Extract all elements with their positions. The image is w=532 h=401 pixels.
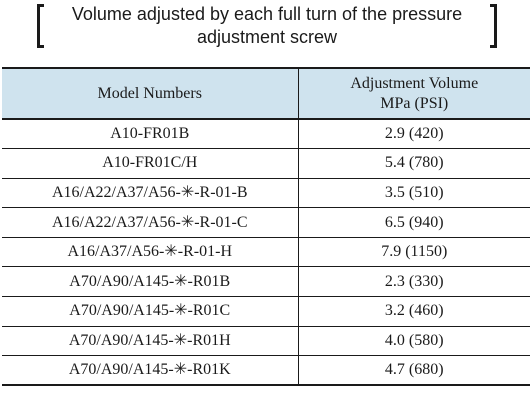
table-row: A16/A22/A37/A56-✳-R-01-C 6.5 (940) (2, 207, 530, 238)
model-header-label: Model Numbers (97, 84, 202, 102)
table-row: A16/A22/A37/A56-✳-R-01-B 3.5 (510) (2, 178, 530, 209)
column-header-model-numbers: Model Numbers (2, 67, 299, 120)
adjustment-volume-cell: 7.9 (1150) (298, 237, 530, 268)
adjustment-volume-cell: 4.7 (680) (298, 355, 530, 387)
table-body: A10-FR01B 2.9 (420) A10-FR01C/H 5.4 (780… (2, 119, 530, 387)
table-row: A70/A90/A145-✳-R01C 3.2 (460) (2, 296, 530, 327)
adjustment-volume-cell: 3.2 (460) (298, 296, 530, 327)
table-row: A10-FR01B 2.9 (420) (2, 119, 530, 150)
table-row: A10-FR01C/H 5.4 (780) (2, 148, 530, 179)
table-row: A70/A90/A145-✳-R01B 2.3 (330) (2, 266, 530, 298)
adjustment-volume-cell: 3.5 (510) (298, 178, 530, 209)
adjustment-volume-cell: 2.9 (420) (298, 119, 530, 150)
title-line-2: adjustment screw (196, 27, 338, 47)
model-number-cell: A70/A90/A145-✳-R01C (2, 296, 299, 327)
column-header-adjustment-volume: Adjustment Volume MPa (PSI) (298, 67, 530, 120)
table-row: A70/A90/A145-✳-R01H 4.0 (580) (2, 326, 530, 357)
volume-header-label: Adjustment Volume (350, 74, 479, 92)
model-number-cell: A10-FR01C/H (2, 148, 299, 179)
table-row: A70/A90/A145-✳-R01K 4.7 (680) (2, 355, 530, 387)
title-block: Volume adjusted by each full turn of the… (0, 0, 532, 60)
model-number-cell: A70/A90/A145-✳-R01H (2, 326, 299, 357)
model-number-cell: A10-FR01B (2, 119, 299, 150)
volume-header-unit: MPa (PSI) (380, 94, 449, 112)
adjustment-volume-cell: 5.4 (780) (298, 148, 530, 179)
table-row: A16/A37/A56-✳-R-01-H 7.9 (1150) (2, 237, 530, 268)
table-title: Volume adjusted by each full turn of the… (48, 3, 486, 49)
left-bracket (37, 4, 44, 48)
adjustment-volume-cell: 2.3 (330) (298, 266, 530, 298)
title-line-1: Volume adjusted by each full turn of the… (71, 4, 463, 24)
model-number-cell: A16/A37/A56-✳-R-01-H (2, 237, 299, 268)
model-number-cell: A70/A90/A145-✳-R01K (2, 355, 299, 387)
model-number-cell: A70/A90/A145-✳-R01B (2, 266, 299, 298)
adjustment-volume-cell: 4.0 (580) (298, 326, 530, 357)
model-number-cell: A16/A22/A37/A56-✳-R-01-C (2, 207, 299, 238)
adjustment-table-container: Model Numbers Adjustment Volume MPa (PSI… (2, 67, 530, 387)
table-header-row: Model Numbers Adjustment Volume MPa (PSI… (2, 67, 530, 120)
model-number-cell: A16/A22/A37/A56-✳-R-01-B (2, 178, 299, 209)
adjustment-volume-table: Model Numbers Adjustment Volume MPa (PSI… (2, 67, 530, 387)
right-bracket (490, 4, 497, 48)
adjustment-volume-cell: 6.5 (940) (298, 207, 530, 238)
